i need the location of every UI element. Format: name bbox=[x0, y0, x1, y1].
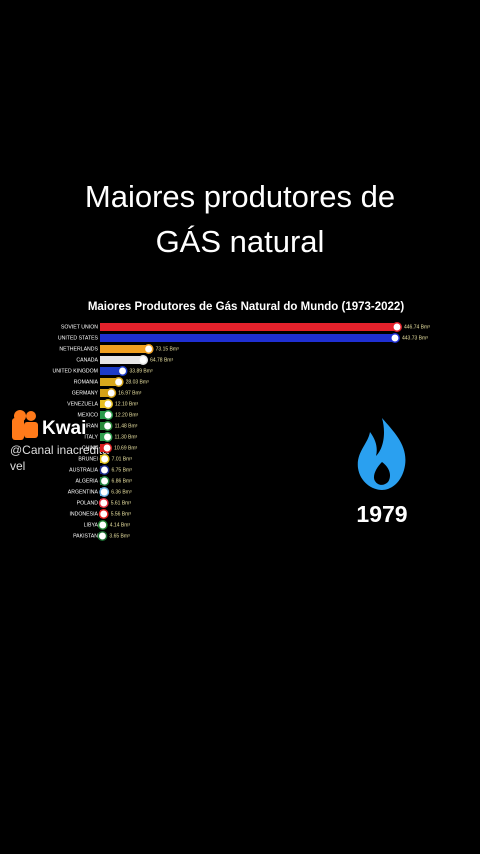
value-label: 3.65 Bm³ bbox=[109, 533, 130, 539]
flag bbox=[98, 509, 109, 519]
value-label: 443.73 Bm³ bbox=[402, 335, 428, 341]
flag bbox=[103, 410, 114, 420]
category-label: ALGERIA bbox=[76, 478, 99, 484]
value-label: 7.01 Bm³ bbox=[112, 456, 133, 462]
value-label: 28.03 Bm³ bbox=[126, 379, 149, 385]
flag bbox=[99, 476, 110, 486]
category-label: VENEZUELA bbox=[67, 401, 98, 407]
bar bbox=[100, 323, 397, 331]
flag bbox=[98, 498, 109, 508]
value-label: 4.14 Bm³ bbox=[110, 522, 131, 528]
flag bbox=[106, 388, 117, 398]
category-label: NETHERLANDS bbox=[59, 346, 98, 352]
category-label: GERMANY bbox=[72, 390, 99, 396]
value-label: 6.86 Bm³ bbox=[112, 478, 133, 484]
flag bbox=[390, 333, 400, 343]
category-label: INDONESIA bbox=[69, 511, 98, 517]
category-label: AUSTRALIA bbox=[69, 467, 98, 473]
year-label: 1979 bbox=[356, 501, 407, 527]
category-label: BRUNEI bbox=[78, 456, 98, 462]
value-label: 12.10 Bm³ bbox=[115, 401, 138, 407]
bar bbox=[100, 345, 149, 353]
value-label: 12.20 Bm³ bbox=[115, 412, 138, 418]
value-label: 16.97 Bm³ bbox=[118, 390, 141, 396]
flag bbox=[117, 366, 128, 376]
flag bbox=[392, 322, 402, 332]
category-label: ITALY bbox=[84, 434, 98, 440]
value-label: 5.61 Bm³ bbox=[111, 500, 132, 506]
flag bbox=[99, 454, 110, 464]
flag bbox=[99, 487, 110, 497]
flag bbox=[102, 432, 113, 442]
value-label: 11.48 Bm³ bbox=[115, 423, 138, 429]
category-label: ARGENTINA bbox=[68, 489, 99, 495]
bar bbox=[100, 367, 123, 375]
watermark-handle: @Canal inacredita bbox=[10, 443, 109, 457]
value-label: 446.74 Bm³ bbox=[404, 324, 430, 330]
flag bbox=[113, 377, 124, 387]
category-label: UNITED STATES bbox=[58, 335, 99, 341]
category-label: MEXICO bbox=[78, 412, 98, 418]
value-label: 5.56 Bm³ bbox=[111, 511, 132, 517]
flag bbox=[97, 531, 108, 541]
flag bbox=[102, 443, 113, 453]
bar bbox=[100, 378, 119, 386]
category-label: POLAND bbox=[77, 500, 99, 506]
flag bbox=[102, 421, 113, 431]
kwai-logo bbox=[12, 410, 38, 440]
value-label: 64.78 Bm³ bbox=[150, 357, 173, 363]
flame-icon bbox=[357, 418, 406, 490]
category-label: CANADA bbox=[76, 357, 98, 363]
flag bbox=[138, 355, 149, 365]
watermark-brand: Kwai bbox=[42, 418, 86, 439]
category-label: CHINA bbox=[82, 445, 99, 451]
bar bbox=[100, 334, 395, 342]
category-label: LIBYA bbox=[84, 522, 99, 528]
category-label: UNITED KINGDOM bbox=[52, 368, 98, 374]
flag bbox=[103, 399, 113, 409]
category-label: SOVIET UNION bbox=[61, 324, 98, 330]
category-label: IRAN bbox=[86, 423, 99, 429]
value-label: 6.75 Bm³ bbox=[111, 467, 132, 473]
flag bbox=[99, 465, 110, 475]
category-label: ROMANIA bbox=[74, 379, 99, 385]
value-label: 73.15 Bm³ bbox=[156, 346, 179, 352]
bar bbox=[100, 389, 112, 397]
value-label: 11.30 Bm³ bbox=[115, 434, 138, 440]
value-label: 33.89 Bm³ bbox=[130, 368, 153, 374]
value-label: 6.36 Bm³ bbox=[111, 489, 132, 495]
watermark-handle: vel bbox=[10, 459, 25, 473]
overlay-title: Maiores produtores de bbox=[85, 179, 395, 214]
bar bbox=[100, 356, 144, 364]
overlay-title: GÁS natural bbox=[156, 224, 325, 259]
category-label: PAKISTAN bbox=[73, 533, 98, 539]
chart-title: Maiores Produtores de Gás Natural do Mun… bbox=[88, 301, 404, 313]
flag bbox=[143, 344, 154, 354]
value-label: 10.69 Bm³ bbox=[114, 445, 137, 451]
flag bbox=[97, 520, 108, 530]
